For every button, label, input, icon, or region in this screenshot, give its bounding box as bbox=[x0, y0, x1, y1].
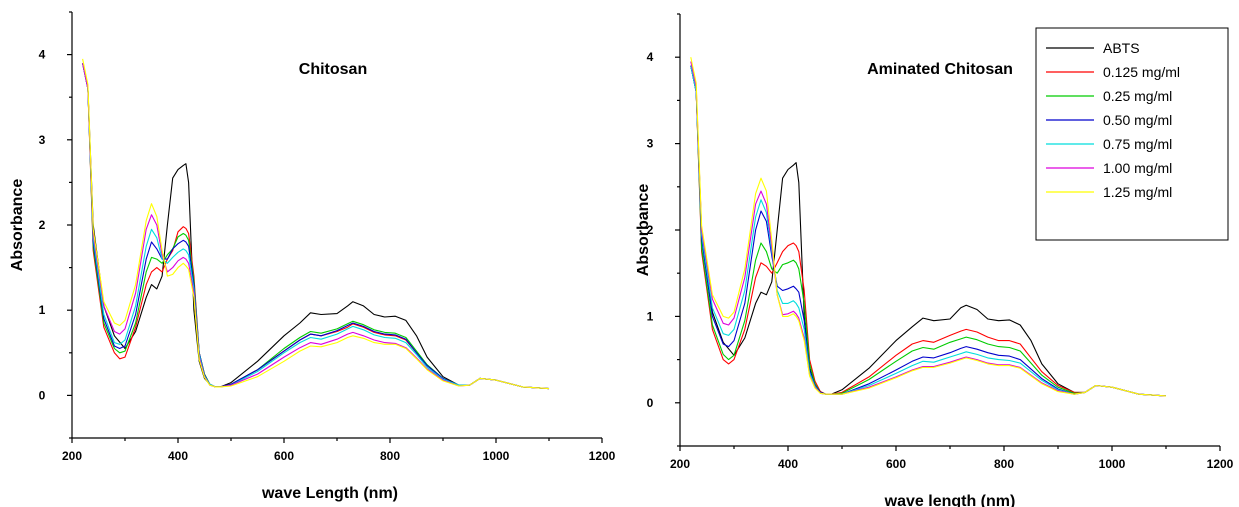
y-axis-label: Absorbance bbox=[9, 179, 26, 272]
chart-panel-2: 200 400 600 800 1000 1200 0 1 2 3 4 wave length (nm… bbox=[635, 13, 1234, 507]
x-tick-label: 1200 bbox=[589, 449, 616, 463]
legend-label: 0.25 mg/ml bbox=[1103, 88, 1172, 104]
series-line-6 bbox=[82, 62, 550, 390]
x-tick-label: 400 bbox=[168, 449, 188, 463]
legend-label: 0.50 mg/ml bbox=[1103, 112, 1172, 128]
series-line-5 bbox=[82, 62, 550, 390]
series-line-7 bbox=[82, 58, 550, 390]
x-tick-label: 200 bbox=[62, 449, 82, 463]
y-tick-label: 1 bbox=[39, 303, 46, 317]
x-tick-label: 800 bbox=[380, 449, 400, 463]
x-tick-label: 1200 bbox=[1207, 457, 1234, 471]
series-line-7 bbox=[690, 57, 1167, 397]
series-line-2 bbox=[82, 62, 550, 390]
series-line-1 bbox=[690, 65, 1167, 397]
series-line-4 bbox=[82, 62, 550, 390]
x-tick-label: 600 bbox=[886, 457, 906, 471]
legend-box bbox=[1035, 27, 1229, 241]
y-tick-label: 3 bbox=[39, 133, 46, 147]
chart-title: Chitosan bbox=[299, 61, 367, 78]
legend-label: 1.25 mg/ml bbox=[1103, 184, 1172, 200]
y-tick-label: 2 bbox=[39, 218, 46, 232]
legend-label: 0.75 mg/ml bbox=[1103, 136, 1172, 152]
y-tick-label: 1 bbox=[647, 309, 654, 323]
x-axis-label: wave length (nm) bbox=[884, 493, 1016, 507]
series-line-3 bbox=[82, 62, 550, 390]
chart-panel-1: 200 400 600 800 1000 1200 0 1 2 3 4 wave Length (nm… bbox=[9, 11, 616, 502]
y-tick-label: 3 bbox=[647, 137, 654, 151]
legend-label: 1.00 mg/ml bbox=[1103, 160, 1172, 176]
x-tick-label: 1000 bbox=[483, 449, 510, 463]
x-axis-label: wave Length (nm) bbox=[261, 485, 398, 502]
x-tick-label: 800 bbox=[994, 457, 1014, 471]
legend-label: ABTS bbox=[1103, 40, 1140, 56]
x-tick-label: 200 bbox=[670, 457, 690, 471]
x-tick-label: 1000 bbox=[1099, 457, 1126, 471]
legend-label: 0.125 mg/ml bbox=[1103, 64, 1180, 80]
y-tick-label: 0 bbox=[39, 388, 46, 402]
x-tick-label: 400 bbox=[778, 457, 798, 471]
series-line-1 bbox=[82, 62, 550, 390]
y-tick-label: 2 bbox=[647, 223, 654, 237]
y-axis-label: Absorbance bbox=[635, 184, 652, 277]
y-tick-label: 0 bbox=[647, 396, 654, 410]
y-tick-label: 4 bbox=[647, 50, 654, 64]
y-tick-label: 4 bbox=[39, 48, 46, 62]
x-tick-label: 600 bbox=[274, 449, 294, 463]
chart-title: Aminated Chitosan bbox=[867, 61, 1013, 78]
